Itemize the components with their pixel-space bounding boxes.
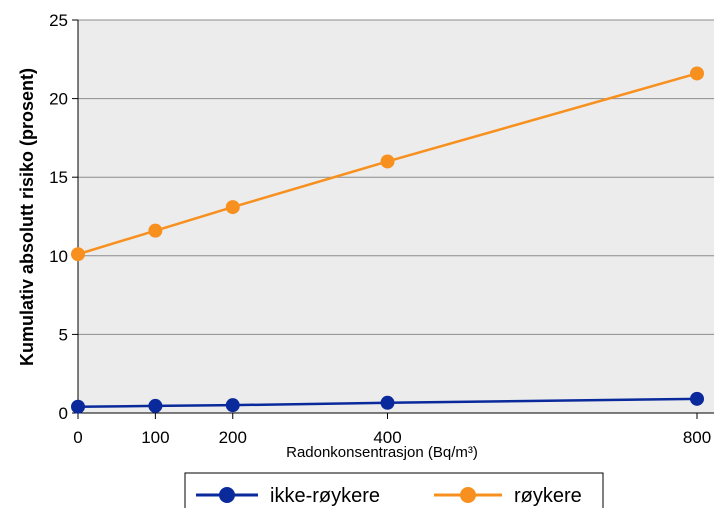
data-point xyxy=(380,395,395,410)
legend-label-0: ikke-røykere xyxy=(270,485,380,507)
plot-background xyxy=(78,20,714,413)
y-axis-ticks: 0 5 10 15 20 25 xyxy=(49,11,78,423)
x-tick-label: 200 xyxy=(219,428,247,447)
y-tick-label: 25 xyxy=(49,11,68,30)
y-axis-label: Kumulativ absolutt risiko (prosent) xyxy=(17,68,37,366)
x-axis-ticks: 0 100 200 400 800 xyxy=(73,413,711,447)
data-point xyxy=(71,399,85,414)
legend: ikke-røykere røykere xyxy=(184,472,604,508)
x-tick-label: 100 xyxy=(141,428,169,447)
data-point xyxy=(380,154,395,169)
x-tick-label: 800 xyxy=(683,428,711,447)
legend-marker-0 xyxy=(219,487,235,503)
data-point xyxy=(225,398,240,413)
y-tick-label: 5 xyxy=(59,325,68,344)
data-point xyxy=(148,223,163,238)
x-axis-label: Radonkonsentrasjon (Bq/m³) xyxy=(286,444,478,461)
legend-box xyxy=(184,472,604,508)
data-point xyxy=(690,391,704,406)
y-tick-label: 15 xyxy=(49,168,68,187)
legend-marker-1 xyxy=(460,487,476,503)
x-tick-label: 400 xyxy=(373,428,401,447)
data-point xyxy=(148,398,163,413)
legend-label-1: røykere xyxy=(514,485,582,507)
y-tick-label: 10 xyxy=(49,247,68,266)
series-group xyxy=(71,66,704,414)
data-point xyxy=(225,200,240,215)
data-point xyxy=(690,66,704,81)
data-point xyxy=(71,247,85,262)
y-tick-label: 0 xyxy=(59,404,68,423)
x-tick-label: 0 xyxy=(73,428,82,447)
y-tick-label: 20 xyxy=(49,90,68,109)
